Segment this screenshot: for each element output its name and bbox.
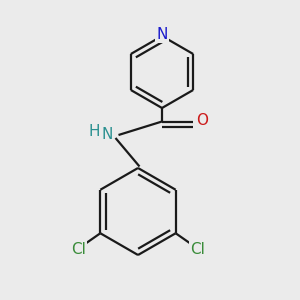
Text: N: N [156, 27, 168, 42]
Text: H: H [89, 124, 100, 140]
Text: N: N [102, 127, 113, 142]
Text: Cl: Cl [71, 242, 86, 257]
Text: Cl: Cl [190, 242, 205, 257]
Text: O: O [196, 113, 208, 128]
